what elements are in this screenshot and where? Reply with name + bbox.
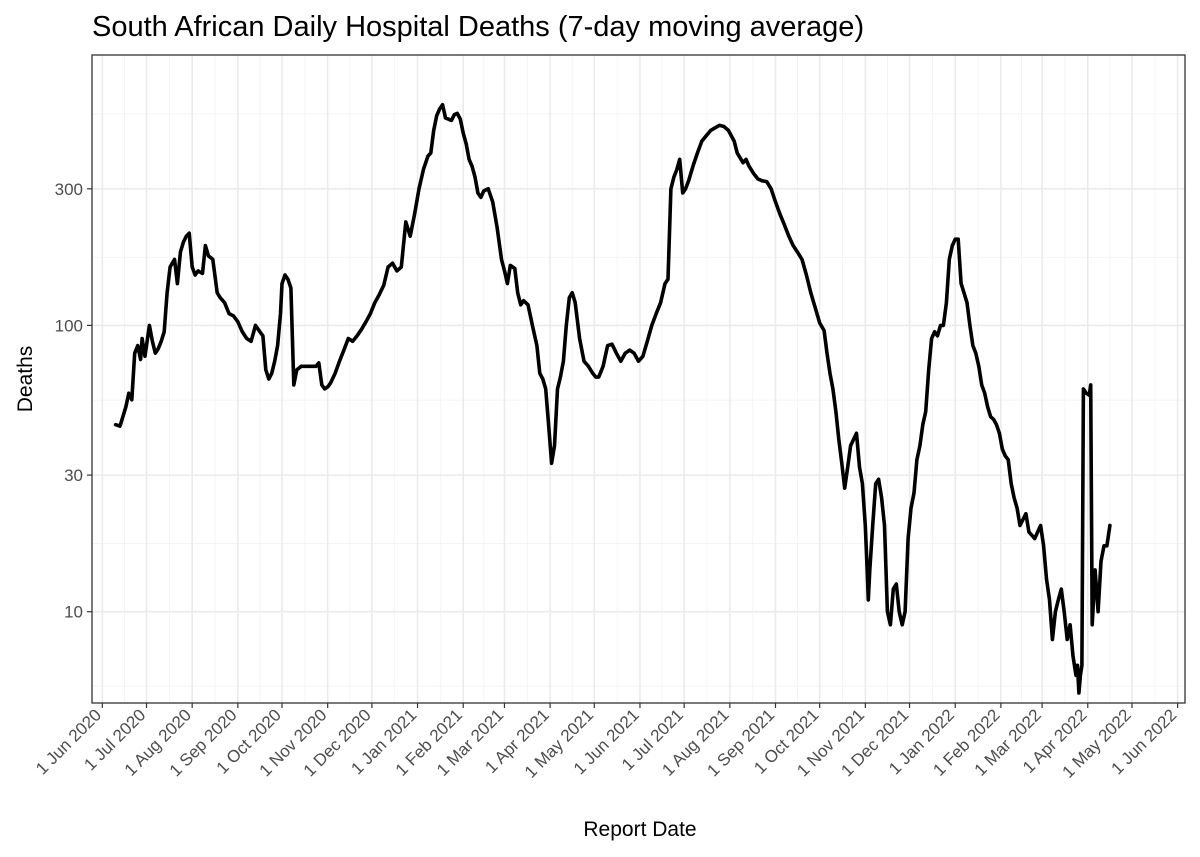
series-line (113, 102, 1112, 695)
x-axis-title: Report Date (583, 818, 696, 841)
major-gridlines (92, 55, 1185, 703)
y-axis-ticks: 10 30 100 300 (55, 180, 92, 622)
chart-title: South African Daily Hospital Deaths (7-d… (92, 11, 864, 43)
y-tick-label: 300 (55, 180, 83, 199)
plot-panel-border (91, 54, 1186, 704)
y-tick-label: 10 (64, 603, 83, 622)
minor-gridlines (92, 55, 1185, 703)
y-tick-label: 100 (55, 316, 83, 335)
y-axis-title: Deaths (14, 346, 37, 413)
y-tick-label: 30 (64, 466, 83, 485)
